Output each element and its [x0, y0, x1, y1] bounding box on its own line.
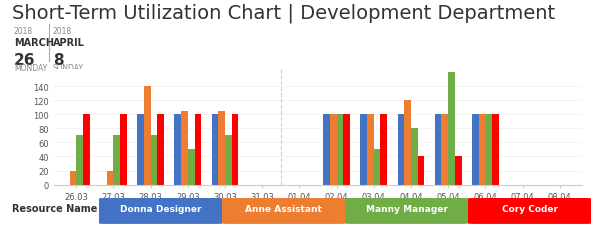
Bar: [455, 157, 461, 185]
Bar: [175, 115, 181, 185]
Bar: [83, 115, 89, 185]
Text: MONDAY: MONDAY: [14, 63, 47, 72]
FancyBboxPatch shape: [345, 198, 468, 224]
Text: 2018: 2018: [53, 27, 72, 36]
Bar: [157, 115, 164, 185]
Bar: [374, 150, 380, 185]
Bar: [330, 115, 337, 185]
Bar: [418, 157, 424, 185]
Bar: [442, 115, 448, 185]
Bar: [485, 115, 492, 185]
Bar: [343, 115, 350, 185]
Bar: [411, 129, 418, 185]
Bar: [188, 150, 194, 185]
Bar: [107, 171, 113, 185]
Bar: [323, 115, 330, 185]
Text: Cory Coder: Cory Coder: [502, 204, 557, 213]
Bar: [380, 115, 387, 185]
Bar: [144, 87, 151, 185]
FancyBboxPatch shape: [99, 198, 222, 224]
Text: Donna Designer: Donna Designer: [120, 204, 201, 213]
Bar: [120, 115, 127, 185]
Bar: [479, 115, 485, 185]
Text: Short-Term Utilization Chart | Development Department: Short-Term Utilization Chart | Developme…: [12, 3, 555, 23]
Bar: [448, 73, 455, 185]
Bar: [232, 115, 238, 185]
Text: SUNDAY: SUNDAY: [53, 63, 84, 72]
Text: Anne Assistant: Anne Assistant: [245, 204, 322, 213]
Bar: [225, 136, 232, 185]
Bar: [218, 111, 225, 185]
Text: MARCH: MARCH: [14, 37, 54, 48]
Bar: [76, 136, 83, 185]
FancyBboxPatch shape: [222, 198, 345, 224]
Bar: [472, 115, 479, 185]
Text: APRIL: APRIL: [53, 37, 85, 48]
Bar: [194, 115, 201, 185]
Text: 26: 26: [14, 53, 35, 68]
Bar: [398, 115, 404, 185]
Bar: [181, 111, 188, 185]
Text: 2018: 2018: [14, 27, 33, 36]
Text: Manny Manager: Manny Manager: [365, 204, 448, 213]
Text: Resource Name: Resource Name: [12, 203, 97, 213]
Bar: [70, 171, 76, 185]
Bar: [404, 101, 411, 185]
FancyBboxPatch shape: [468, 198, 591, 224]
Bar: [361, 115, 367, 185]
Bar: [113, 136, 120, 185]
Text: 8: 8: [53, 53, 64, 68]
Bar: [367, 115, 374, 185]
Bar: [492, 115, 499, 185]
Bar: [151, 136, 157, 185]
Bar: [137, 115, 144, 185]
Bar: [435, 115, 442, 185]
Bar: [337, 115, 343, 185]
Bar: [212, 115, 218, 185]
